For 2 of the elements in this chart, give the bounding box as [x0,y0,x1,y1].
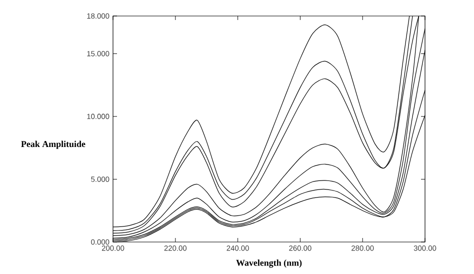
x-axis-title: Wavelength (nm) [236,260,302,268]
y-axis-title: Peak Amplituide [21,140,86,149]
